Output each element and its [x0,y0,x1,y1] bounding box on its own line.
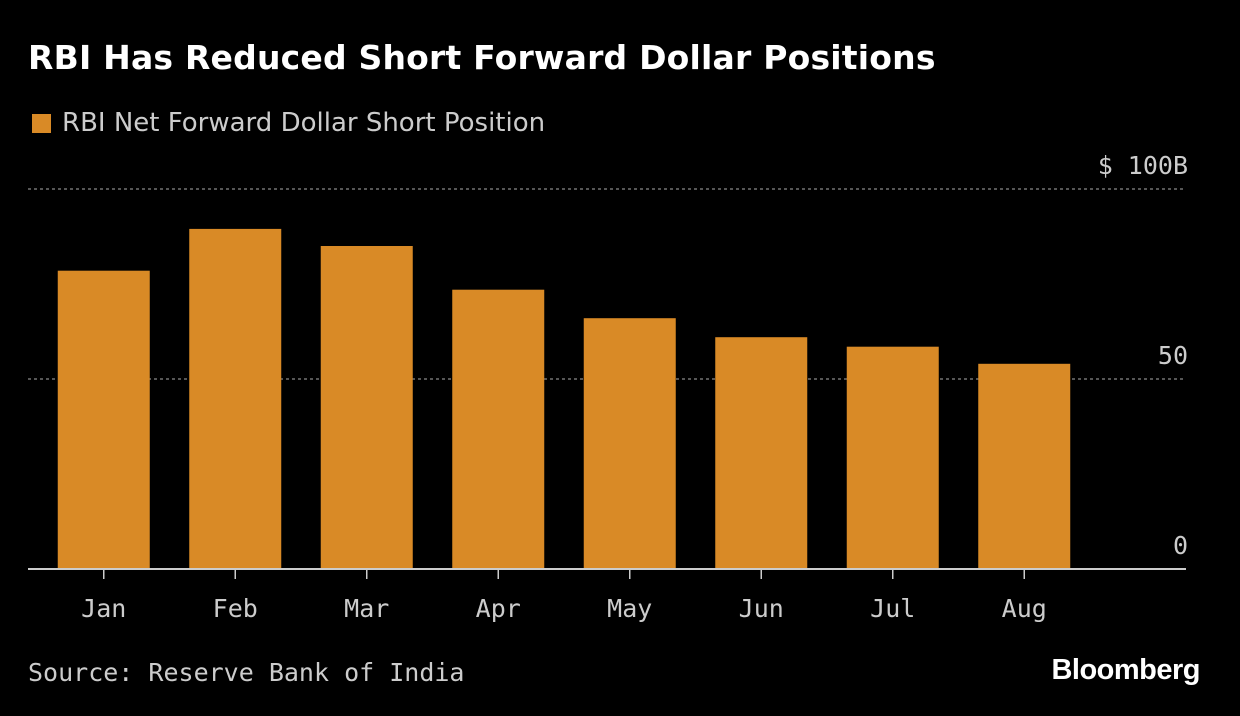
bar-aug [978,363,1071,569]
x-tick-label: Feb [213,594,258,623]
chart-title: RBI Has Reduced Short Forward Dollar Pos… [28,38,936,77]
bar-jul [846,346,939,569]
legend: RBI Net Forward Dollar Short Position [32,108,545,138]
brand-logo: Bloomberg [1051,654,1200,686]
bar-jan [57,270,150,569]
x-tick-label: Mar [344,594,389,623]
x-tick-label: Jun [739,594,784,623]
y-tick-label: 50 [1158,341,1188,370]
bar-feb [189,228,282,569]
bar-apr [452,289,545,569]
bar-jun [715,337,808,569]
bar-may [583,318,676,569]
source-note: Source: Reserve Bank of India [28,658,465,687]
y-tick-label: 0 [1173,531,1188,560]
x-tick-label: Jan [81,594,126,623]
x-tick-label: Apr [476,594,521,623]
y-tick-label: $ 100B [1098,151,1188,180]
bar-mar [320,246,413,569]
legend-label: RBI Net Forward Dollar Short Position [62,108,546,138]
x-tick-label: May [607,594,652,623]
x-tick-label: Jul [870,594,915,623]
x-tick-label: Aug [1002,594,1047,623]
legend-swatch [32,113,51,133]
